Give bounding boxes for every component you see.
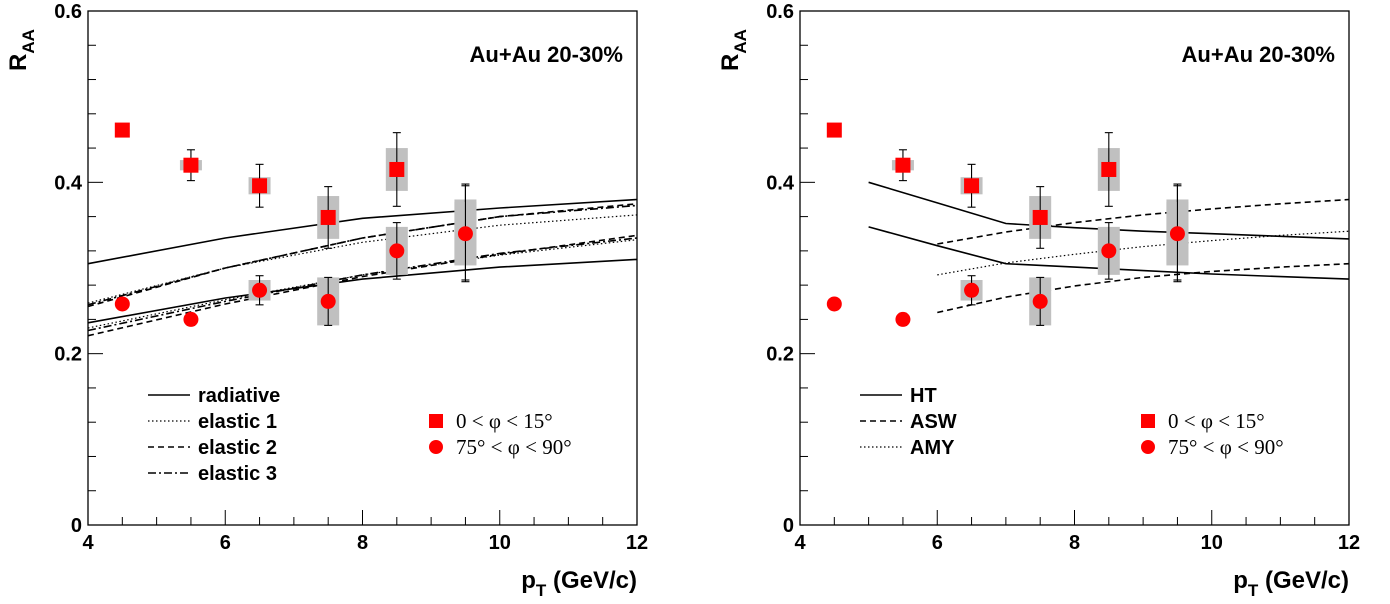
legend-marker-square	[429, 414, 443, 428]
data-point-square	[1032, 209, 1048, 225]
legend-label: HT	[910, 385, 937, 407]
data-point-square	[252, 178, 268, 194]
legend-marker-label: 0 < φ < 15°	[1168, 409, 1265, 433]
x-tick-label: 10	[1201, 532, 1223, 554]
y-tick-label: 0	[783, 515, 794, 537]
curve-elastic-2	[87, 203, 638, 308]
x-tick-label: 12	[1338, 532, 1360, 554]
centrality-label: Au+Au 20-30%	[1182, 42, 1335, 67]
legend-label: elastic 2	[198, 437, 277, 459]
data-point-circle	[457, 226, 473, 242]
data-point-square	[964, 178, 980, 194]
data-point-circle	[389, 243, 405, 259]
x-axis-label: pT (GeV/c)	[521, 567, 637, 600]
curve-elastic-2	[87, 234, 638, 337]
x-axis-label: pT (GeV/c)	[1233, 567, 1349, 600]
data-point-square	[389, 161, 405, 177]
y-tick-label: 0.4	[54, 172, 83, 194]
data-point-circle	[964, 282, 980, 298]
data-point-circle	[1101, 243, 1117, 259]
legend-marker-label: 0 < φ < 15°	[456, 409, 553, 433]
data-point-square	[114, 122, 130, 138]
y-axis-label: RAA	[717, 29, 750, 71]
y-tick-label: 0.2	[766, 344, 794, 366]
y-tick-label: 0.6	[766, 1, 794, 23]
chart-panel-2: 4 6 8 10 12 0 0.2 0.4 0.6 pT (GeV/c) RAA Au+Au 20-3…	[717, 1, 1360, 600]
curve-ASW	[937, 198, 1350, 245]
legend-label: AMY	[910, 437, 955, 459]
legend-marker-label: 75° < φ < 90°	[456, 435, 572, 459]
legend-label: elastic 3	[198, 463, 277, 485]
legend-label: elastic 1	[198, 411, 277, 433]
curve-elastic-3	[87, 237, 638, 332]
curve-radiative	[87, 258, 638, 324]
data-point-square	[320, 209, 336, 225]
x-tick-label: 12	[626, 532, 648, 554]
x-tick-label: 6	[220, 532, 231, 554]
legend-label: ASW	[910, 411, 957, 433]
y-tick-label: 0	[71, 515, 82, 537]
chart-panel-1: 4 6 8 10 12 0 0.2 0.4 0.6 pT (GeV/c) RAA Au+Au 20-3…	[5, 1, 648, 600]
curve-elastic-3	[87, 204, 638, 306]
curve-AMY	[937, 230, 1350, 276]
curve-radiative	[87, 198, 638, 265]
legend-marker-circle	[1141, 440, 1155, 454]
data-point-circle	[895, 311, 911, 327]
x-tick-label: 8	[1069, 532, 1080, 554]
x-tick-label: 6	[932, 532, 943, 554]
data-point-square	[1101, 161, 1117, 177]
data-point-square	[895, 157, 911, 173]
x-tick-label: 10	[489, 532, 511, 554]
data-point-circle	[826, 296, 842, 312]
data-point-circle	[183, 311, 199, 327]
data-point-circle	[1032, 293, 1048, 309]
y-tick-label: 0.6	[54, 1, 82, 23]
centrality-label: Au+Au 20-30%	[470, 42, 623, 67]
legend-marker-label: 75° < φ < 90°	[1168, 435, 1284, 459]
data-point-square	[183, 157, 199, 173]
y-axis-label: RAA	[5, 29, 38, 71]
data-point-circle	[1169, 226, 1185, 242]
y-tick-label: 0.4	[766, 172, 795, 194]
curve-ASW	[937, 262, 1350, 314]
data-point-square	[826, 122, 842, 138]
x-tick-label: 8	[357, 532, 368, 554]
legend-label: radiative	[198, 385, 280, 407]
y-tick-label: 0.2	[54, 344, 82, 366]
x-tick-label: 4	[794, 532, 806, 554]
data-point-circle	[114, 296, 130, 312]
curve-elastic-1	[87, 214, 638, 304]
legend-marker-circle	[429, 440, 443, 454]
curve-elastic-1	[87, 239, 638, 329]
legend-marker-square	[1141, 414, 1155, 428]
data-point-circle	[320, 293, 336, 309]
data-point-circle	[252, 282, 268, 298]
x-tick-label: 4	[82, 532, 94, 554]
